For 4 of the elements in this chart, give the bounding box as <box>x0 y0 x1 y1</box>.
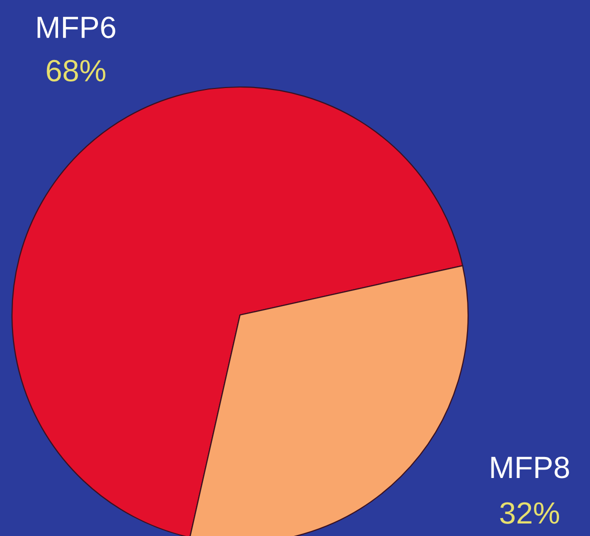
data-label: 32% <box>500 502 560 524</box>
slice-label: MFP8 <box>491 456 569 478</box>
data-label: 68% <box>46 60 106 82</box>
slice-label: MFP6 <box>38 16 116 38</box>
